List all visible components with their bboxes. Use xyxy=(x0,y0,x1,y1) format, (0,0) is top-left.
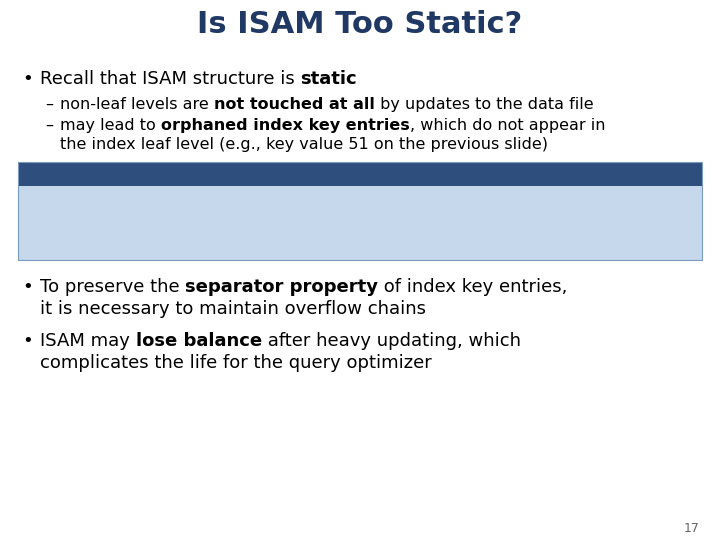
Text: it is necessary to maintain overflow chains: it is necessary to maintain overflow cha… xyxy=(40,300,426,318)
Text: –: – xyxy=(45,97,53,112)
Text: of index key entries,: of index key entries, xyxy=(379,278,568,296)
Text: separator property: separator property xyxy=(185,278,379,296)
Text: •: • xyxy=(22,70,32,88)
Text: 17: 17 xyxy=(684,522,700,535)
Text: by updates to the data file: by updates to the data file xyxy=(374,97,593,112)
Text: Is ISAM Too Static?: Is ISAM Too Static? xyxy=(197,10,523,39)
Text: Does an index key entry like 51 (on the previous slide) cause problems during: Does an index key entry like 51 (on the … xyxy=(26,191,625,206)
Text: •: • xyxy=(22,332,32,350)
Text: static: static xyxy=(300,70,357,88)
Text: non-leaf levels are: non-leaf levels are xyxy=(60,97,214,112)
Text: To preserve the: To preserve the xyxy=(40,278,185,296)
Text: the index leaf level (e.g., key value 51 on the previous slide): the index leaf level (e.g., key value 51… xyxy=(60,137,548,152)
Text: lose balance: lose balance xyxy=(135,332,262,350)
Text: ✏ Orphaned index key entries: ✏ Orphaned index key entries xyxy=(26,166,282,181)
Text: may lead to: may lead to xyxy=(60,118,161,133)
Text: , which do not appear in: , which do not appear in xyxy=(410,118,605,133)
Text: index key searches?: index key searches? xyxy=(26,208,181,223)
Text: ISAM may: ISAM may xyxy=(40,332,135,350)
Text: •: • xyxy=(22,278,32,296)
Text: after heavy updating, which: after heavy updating, which xyxy=(262,332,521,350)
Text: –: – xyxy=(45,118,53,133)
Text: complicates the life for the query optimizer: complicates the life for the query optim… xyxy=(40,354,432,372)
Text: orphaned index key entries: orphaned index key entries xyxy=(161,118,410,133)
Text: ↳ No, since the index keys maintain their separator property.: ↳ No, since the index keys maintain thei… xyxy=(26,228,496,243)
Text: Recall that ISAM structure is: Recall that ISAM structure is xyxy=(40,70,300,88)
Text: not touched at all: not touched at all xyxy=(214,97,374,112)
